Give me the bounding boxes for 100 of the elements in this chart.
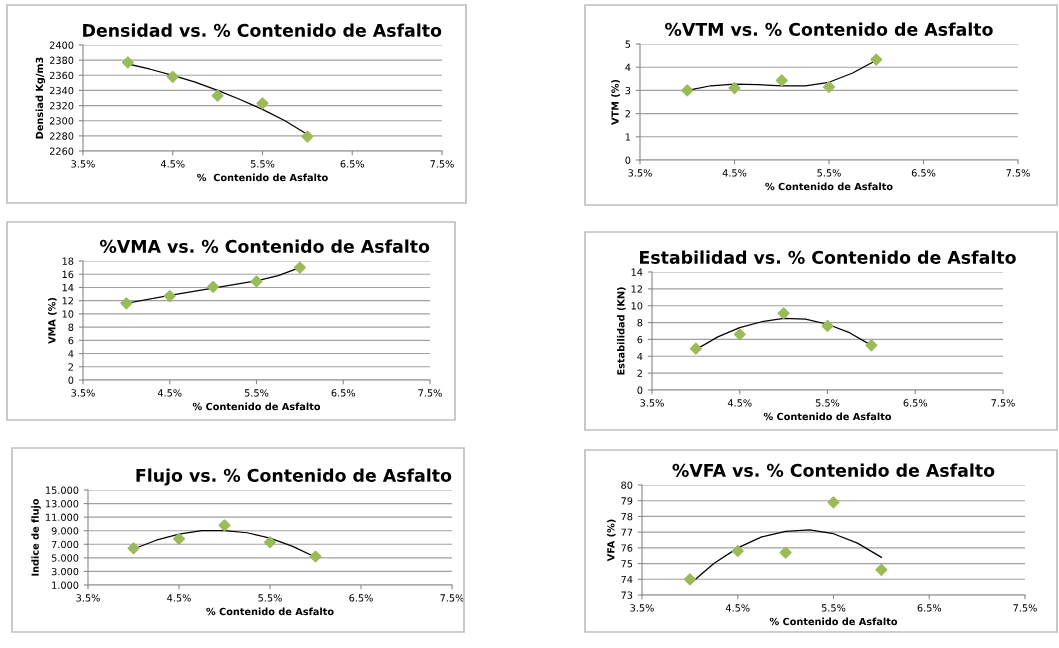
y-tick-label: 2260 [49,147,74,155]
y-tick-label: 2280 [49,132,74,140]
point [865,339,878,352]
point [256,97,269,110]
chart-title: %VTM vs. % Contenido de Asfalto [665,22,993,36]
chart-title: Densidad vs. % Contenido de Asfalto [83,23,442,37]
x-axis-title: % Contenido de Asfalto [763,412,892,421]
point [211,89,224,102]
y-tick-label: 18 [62,257,74,265]
y-tick-label: 3.000 [51,567,79,576]
y-tick-label: 77 [621,528,633,536]
y-axis-title: VFA (%) [607,519,616,562]
x-tick-label: 4.5% [725,604,750,612]
x-tick-label: 3.5% [628,169,652,177]
x-tick-label: 7.5% [1013,604,1037,612]
y-tick-label: 11.000 [46,513,79,521]
y-tick-label: 2 [625,110,630,118]
y-tick-label: 4 [625,63,631,71]
x-tick-label: 3.5% [76,594,100,602]
y-tick-label: 0 [68,376,74,384]
chart-title: Estabilidad vs. % Contenido de Asfalto [640,250,1016,264]
point [263,536,277,549]
x-axis-title: % Contenido de Asfalto [192,402,321,411]
chart-title: Flujo vs. % Contenido de Asfalto [136,468,452,486]
y-tick-label: 4 [68,350,74,358]
point [127,542,140,555]
point [728,82,741,95]
x-tick-label: 7.5% [1006,169,1030,177]
y-tick-label: 0 [637,386,643,394]
point [827,496,840,509]
y-tick-label: 8 [68,323,74,331]
y-axis-title: VMA (%) [48,297,57,344]
point [777,307,790,320]
point [683,573,696,586]
x-tick-label: 3.5% [640,399,664,407]
point [250,275,263,288]
point [775,74,788,87]
y-tick-label: 1.000 [52,581,79,589]
point [689,342,702,355]
y-tick-label: 73 [621,591,633,599]
y-tick-label: 15.000 [46,486,79,494]
point [822,80,836,93]
y-tick-label: 2 [68,363,73,371]
y-tick-label: 75 [621,560,633,568]
x-tick-label: 5.5% [250,160,275,168]
x-tick-label: 4.5% [727,399,752,407]
y-tick-label: 5 [625,40,631,48]
x-tick-label: 4.5% [167,594,191,602]
y-tick-label: 14 [62,284,74,292]
y-tick-label: 2320 [49,102,74,110]
x-axis-title: % Contenido de Asfalto [197,173,328,182]
x-tick-label: 3.5% [630,604,654,612]
point [733,328,746,341]
y-tick-label: 8 [637,319,643,327]
y-tick-label: 14 [631,268,643,276]
y-tick-label: 1 [625,133,631,141]
point [779,546,792,559]
x-tick-label: 4.5% [160,160,185,168]
y-axis-title: Indice de flujo [31,498,41,576]
y-tick-label: 9.000 [51,527,79,535]
point [172,532,186,545]
point [121,56,134,69]
y-tick-label: 6 [637,335,643,344]
x-tick-label: 7.5% [418,389,442,397]
x-tick-label: 6.5% [340,160,365,168]
point [120,297,133,310]
x-tick-label: 5.5% [815,399,840,407]
y-tick-label: 74 [621,575,633,583]
x-tick-label: 5.5% [244,389,269,397]
y-axis-title: Estabilidad (KN) [617,287,626,375]
point [293,261,306,274]
point [218,519,231,532]
x-tick-label: 6.5% [331,389,356,397]
y-tick-label: 76 [621,544,633,552]
point [207,280,220,293]
x-tick-label: 5.5% [817,169,841,177]
y-tick-label: 78 [621,512,633,521]
y-tick-label: 3 [625,86,631,95]
y-tick-label: 12 [62,297,73,305]
x-tick-label: 6.5% [911,169,936,177]
x-tick-label: 7.5% [430,160,454,168]
y-tick-label: 12 [631,285,642,293]
point [163,289,176,303]
point [309,550,322,563]
point [731,544,744,558]
x-tick-label: 5.5% [821,604,846,612]
y-tick-label: 10 [62,310,74,318]
point [821,319,834,333]
y-tick-label: 16 [62,270,74,279]
y-tick-label: 2380 [49,56,74,64]
y-tick-label: 10 [631,302,643,310]
point [681,84,694,97]
x-tick-label: 7.5% [991,399,1015,407]
x-tick-label: 3.5% [71,160,95,168]
y-tick-label: 2360 [49,71,74,80]
chart-title: %VMA vs. % Contenido de Asfalto [99,239,430,253]
x-tick-label: 7.5% [440,594,464,602]
chart-title: %VFA vs. % Contenido de Asfalto [672,463,995,477]
y-tick-label: 2 [637,369,642,377]
y-axis-title: Densiad Kg/m3 [35,57,46,139]
